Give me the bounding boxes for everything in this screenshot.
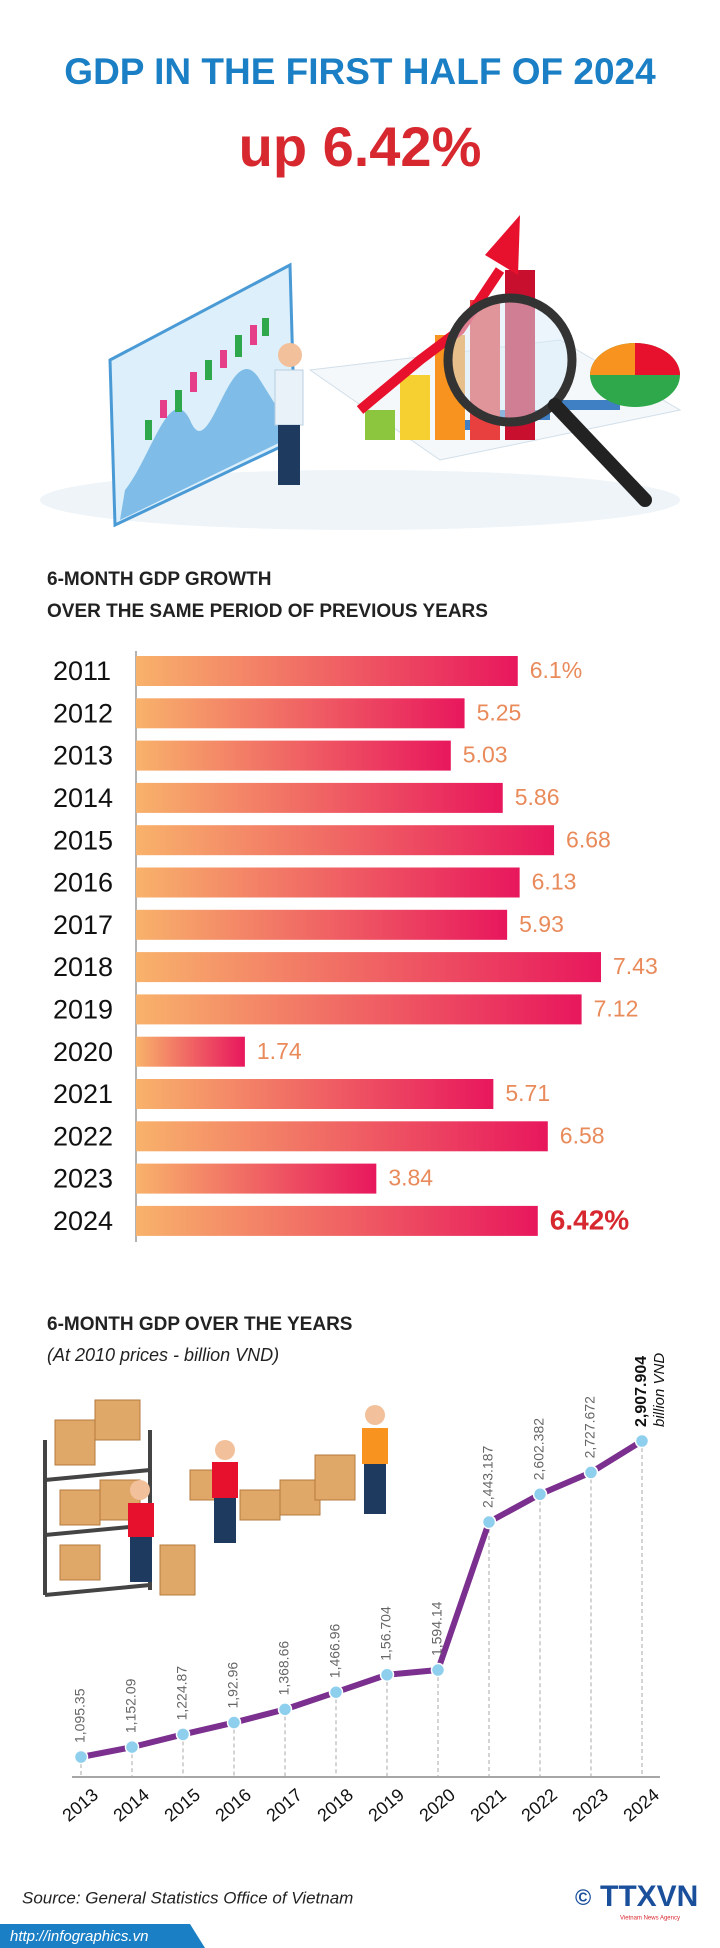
value-label: 1,152.09: [123, 1678, 139, 1733]
value-label: 2,907.904: [633, 1356, 650, 1427]
value-label: 1,56.704: [378, 1606, 394, 1661]
bar: [136, 782, 503, 813]
url-bar: [0, 1924, 205, 1948]
value-label: 2,727.672: [582, 1396, 598, 1458]
bar: [136, 1036, 245, 1067]
chart-title: OVER THE SAME PERIOD OF PREVIOUS YEARS: [47, 601, 488, 622]
value-label: 5.86: [515, 784, 560, 810]
illustration: [40, 215, 682, 530]
y-tick-label: 2023: [53, 1164, 113, 1194]
value-label: 5.25: [477, 699, 522, 725]
title: GDP IN THE FIRST HALF OF 2024: [64, 51, 656, 92]
y-tick-label: 2013: [53, 741, 113, 771]
logo-mark: ©: [575, 1885, 591, 1910]
value-label: 1,095.35: [72, 1688, 88, 1743]
bar: [136, 909, 508, 940]
point: [277, 1702, 293, 1717]
x-tick-label: 2020: [415, 1785, 459, 1826]
x-tick-label: 2018: [313, 1785, 357, 1826]
point: [481, 1514, 497, 1530]
x-tick-label: 2021: [466, 1785, 510, 1826]
y-tick-label: 2019: [53, 995, 113, 1025]
x-tick-label: 2015: [160, 1785, 204, 1826]
y-tick-label: 2015: [53, 825, 113, 855]
bar: [136, 825, 555, 856]
point: [583, 1465, 599, 1480]
x-tick-label: 2016: [211, 1785, 255, 1826]
source: Source: General Statistics Office of Vie…: [22, 1888, 353, 1907]
y-tick-label: 2022: [53, 1121, 113, 1151]
point: [328, 1684, 344, 1700]
value-label: 1.74: [257, 1038, 302, 1064]
value-label: 1,224.87: [174, 1666, 190, 1721]
y-tick-label: 2016: [53, 868, 113, 898]
value-label: 2,443.187: [480, 1446, 496, 1508]
value-label: 7.43: [613, 953, 658, 979]
value-label: 6.1%: [530, 657, 582, 683]
chart-title: 6-MONTH GDP OVER THE YEARS: [47, 1314, 352, 1335]
chart-subtitle: (At 2010 prices - billion VND): [47, 1345, 279, 1365]
point: [124, 1739, 140, 1755]
x-tick-label: 2024: [619, 1785, 663, 1826]
y-tick-label: 2017: [53, 910, 113, 940]
headline: up 6.42%: [239, 115, 482, 178]
value-label: 6.13: [532, 869, 577, 895]
x-tick-label: 2017: [262, 1785, 306, 1826]
value-label: 1,92.96: [225, 1662, 241, 1709]
point: [73, 1749, 89, 1765]
y-tick-label: 2014: [53, 783, 113, 813]
x-tick-label: 2023: [568, 1785, 612, 1826]
bar: [136, 1079, 494, 1109]
x-tick-label: 2019: [364, 1785, 408, 1826]
y-tick-label: 2012: [53, 698, 113, 728]
unit-label: billion VND: [651, 1353, 668, 1427]
chart-title: 6-MONTH GDP GROWTH: [47, 569, 271, 590]
y-tick-label: 2020: [53, 1037, 113, 1067]
value-label: 1,368.66: [276, 1641, 292, 1696]
y-tick-label: 2018: [53, 952, 113, 982]
bar: [136, 952, 601, 983]
value-label: 3.84: [388, 1165, 433, 1191]
logo-tagline: Vietnam News Agency: [620, 1916, 680, 1922]
point: [379, 1667, 395, 1683]
value-label: 1,466.96: [327, 1624, 343, 1679]
value-label: 5.03: [463, 742, 508, 768]
value-label: 6.68: [566, 826, 611, 852]
x-tick-label: 2022: [517, 1785, 561, 1826]
value-label: 7.12: [594, 995, 639, 1021]
value-label: 2,602.382: [531, 1418, 547, 1480]
bar: [136, 656, 518, 686]
point: [634, 1433, 650, 1449]
bar: [136, 740, 451, 771]
point: [226, 1715, 242, 1730]
value-label: 5.93: [519, 911, 564, 937]
y-tick-label: 2021: [53, 1079, 113, 1109]
bar: [136, 1121, 548, 1152]
line: [80, 1438, 644, 1760]
point: [430, 1662, 446, 1678]
bar: [136, 1163, 377, 1194]
y-tick-label: 2011: [53, 656, 111, 686]
point: [175, 1727, 191, 1742]
x-tick-label: 2013: [58, 1785, 102, 1826]
bar: [136, 1205, 538, 1236]
bar: [136, 698, 465, 729]
point: [532, 1487, 548, 1502]
logo-name: TTXVN: [600, 1880, 698, 1913]
y-tick-label: 2024: [53, 1206, 113, 1236]
value-label: 6.42%: [550, 1204, 629, 1235]
x-tick-label: 2014: [109, 1785, 153, 1826]
url: http://infographics.vn: [10, 1928, 148, 1945]
value-label: 1,594.14: [429, 1601, 445, 1656]
illustration: [43, 1399, 388, 1597]
bar: [136, 867, 520, 898]
bar: [136, 994, 582, 1025]
value-label: 6.58: [560, 1122, 605, 1148]
value-label: 5.71: [505, 1080, 550, 1106]
